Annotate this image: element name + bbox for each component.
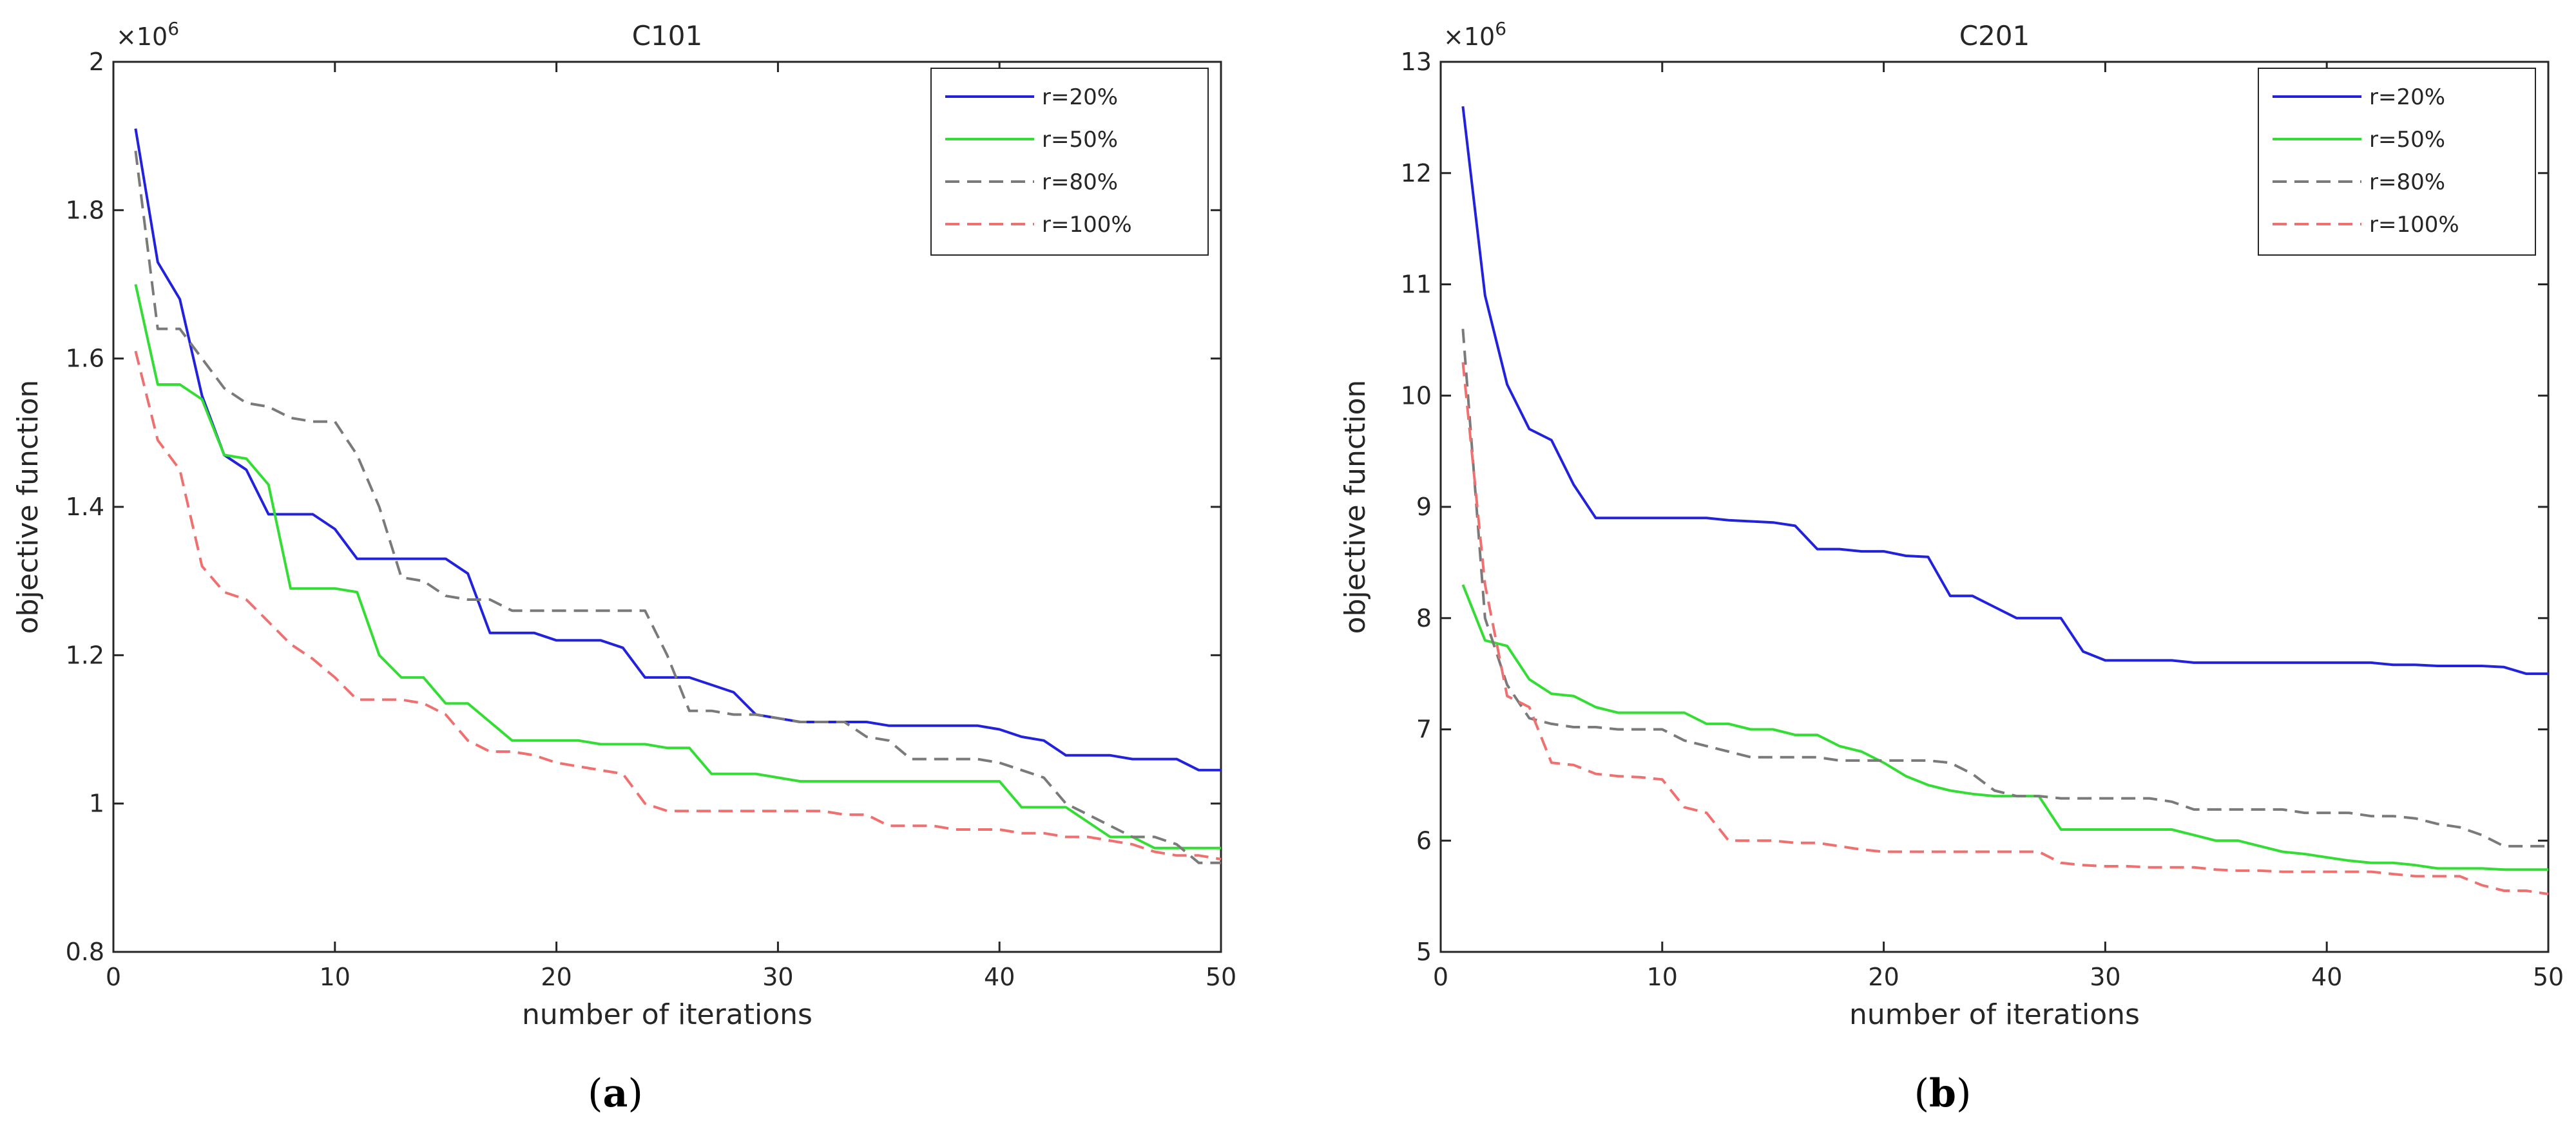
x-tick-label: 50 — [1206, 963, 1236, 991]
legend-entry: r=100% — [2369, 212, 2459, 238]
legend-entry: r=20% — [2369, 84, 2445, 110]
legend: r=20% r=50% r=80% r=100% — [2258, 68, 2536, 256]
series-line-r80 — [134, 150, 1221, 864]
caption-open-paren: ( — [588, 1071, 602, 1116]
x-tick-label: 30 — [762, 963, 793, 991]
chart-panel-a: 0 10 20 30 40 50 0.8 1 1.2 1.4 1.6 1.8 2 ×106 C101 numb… — [12, 18, 1236, 1116]
y-tick-label: 10 — [1401, 381, 1432, 410]
y-tick-label: 1.2 — [66, 641, 104, 669]
y-tick-label: 5 — [1416, 938, 1432, 966]
y-multiplier: ×106 — [116, 18, 179, 51]
x-axis-label: number of iterations — [522, 998, 812, 1031]
series-line-r50 — [1461, 584, 2548, 871]
y-multiplier: ×106 — [1443, 18, 1506, 51]
x-tick-label: 30 — [2090, 963, 2120, 991]
x-tick-label: 0 — [106, 963, 121, 991]
y-axis-label: objective function — [1339, 380, 1372, 634]
series-line-r20 — [1461, 106, 2548, 676]
caption-letter: a — [603, 1071, 628, 1116]
legend: r=20% r=50% r=80% r=100% — [930, 68, 1209, 256]
y-tick-label: 11 — [1401, 270, 1432, 299]
y-axis-label: objective function — [12, 380, 44, 634]
y-tick-label: 6 — [1416, 826, 1432, 855]
chart-title: C201 — [1959, 20, 2030, 52]
x-tick-label: 0 — [1433, 963, 1448, 991]
y-tick-label: 12 — [1401, 159, 1432, 187]
x-tick-label: 50 — [2533, 963, 2564, 991]
x-tick-label: 20 — [1868, 963, 1899, 991]
x-tick-label: 20 — [541, 963, 572, 991]
caption-close-paren: ) — [628, 1071, 642, 1116]
x-tick-label: 10 — [320, 963, 351, 991]
y-multiplier-base: ×10 — [116, 23, 168, 51]
legend-entry: r=80% — [2369, 169, 2445, 195]
series-line-r20 — [134, 128, 1221, 772]
x-axis-label: number of iterations — [1849, 998, 2140, 1031]
panel-caption: (b) — [1914, 1071, 1972, 1116]
legend-entry: r=80% — [1042, 169, 1118, 195]
y-tick-label: 8 — [1416, 604, 1432, 632]
series-line-r100 — [134, 350, 1222, 860]
caption-letter: b — [1929, 1071, 1956, 1116]
chart-title: C101 — [632, 20, 703, 52]
y-tick-label: 1.4 — [66, 493, 104, 521]
series-line-r80 — [1461, 328, 2548, 848]
x-tick-label: 40 — [984, 963, 1015, 991]
caption-close-paren: ) — [1956, 1071, 1971, 1116]
y-multiplier-base: ×10 — [1443, 23, 1495, 51]
series-line-r100 — [1461, 362, 2549, 896]
y-tick-label: 1 — [89, 790, 104, 818]
y-tick-label: 1.8 — [66, 196, 104, 224]
panel-caption: (a) — [588, 1071, 643, 1116]
y-multiplier-exponent: 6 — [1495, 18, 1506, 39]
legend-entry: r=50% — [1042, 127, 1118, 153]
legend-entry: r=20% — [1042, 84, 1118, 110]
legend-entry: r=100% — [1042, 212, 1132, 238]
y-multiplier-exponent: 6 — [168, 18, 179, 39]
y-tick-label: 13 — [1401, 48, 1432, 76]
caption-open-paren: ( — [1914, 1071, 1929, 1116]
y-tick-label: 0.8 — [66, 938, 104, 966]
series-line-r50 — [134, 284, 1221, 849]
y-tick-label: 9 — [1416, 493, 1432, 521]
y-tick-label: 2 — [89, 48, 104, 76]
x-tick-label: 10 — [1647, 963, 1678, 991]
legend-entry: r=50% — [2369, 127, 2445, 153]
y-tick-label: 1.6 — [66, 345, 104, 373]
y-tick-label: 7 — [1416, 716, 1432, 744]
x-tick-label: 40 — [2311, 963, 2342, 991]
